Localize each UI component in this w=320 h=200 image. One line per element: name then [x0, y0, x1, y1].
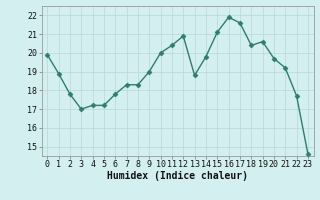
X-axis label: Humidex (Indice chaleur): Humidex (Indice chaleur) — [107, 171, 248, 181]
